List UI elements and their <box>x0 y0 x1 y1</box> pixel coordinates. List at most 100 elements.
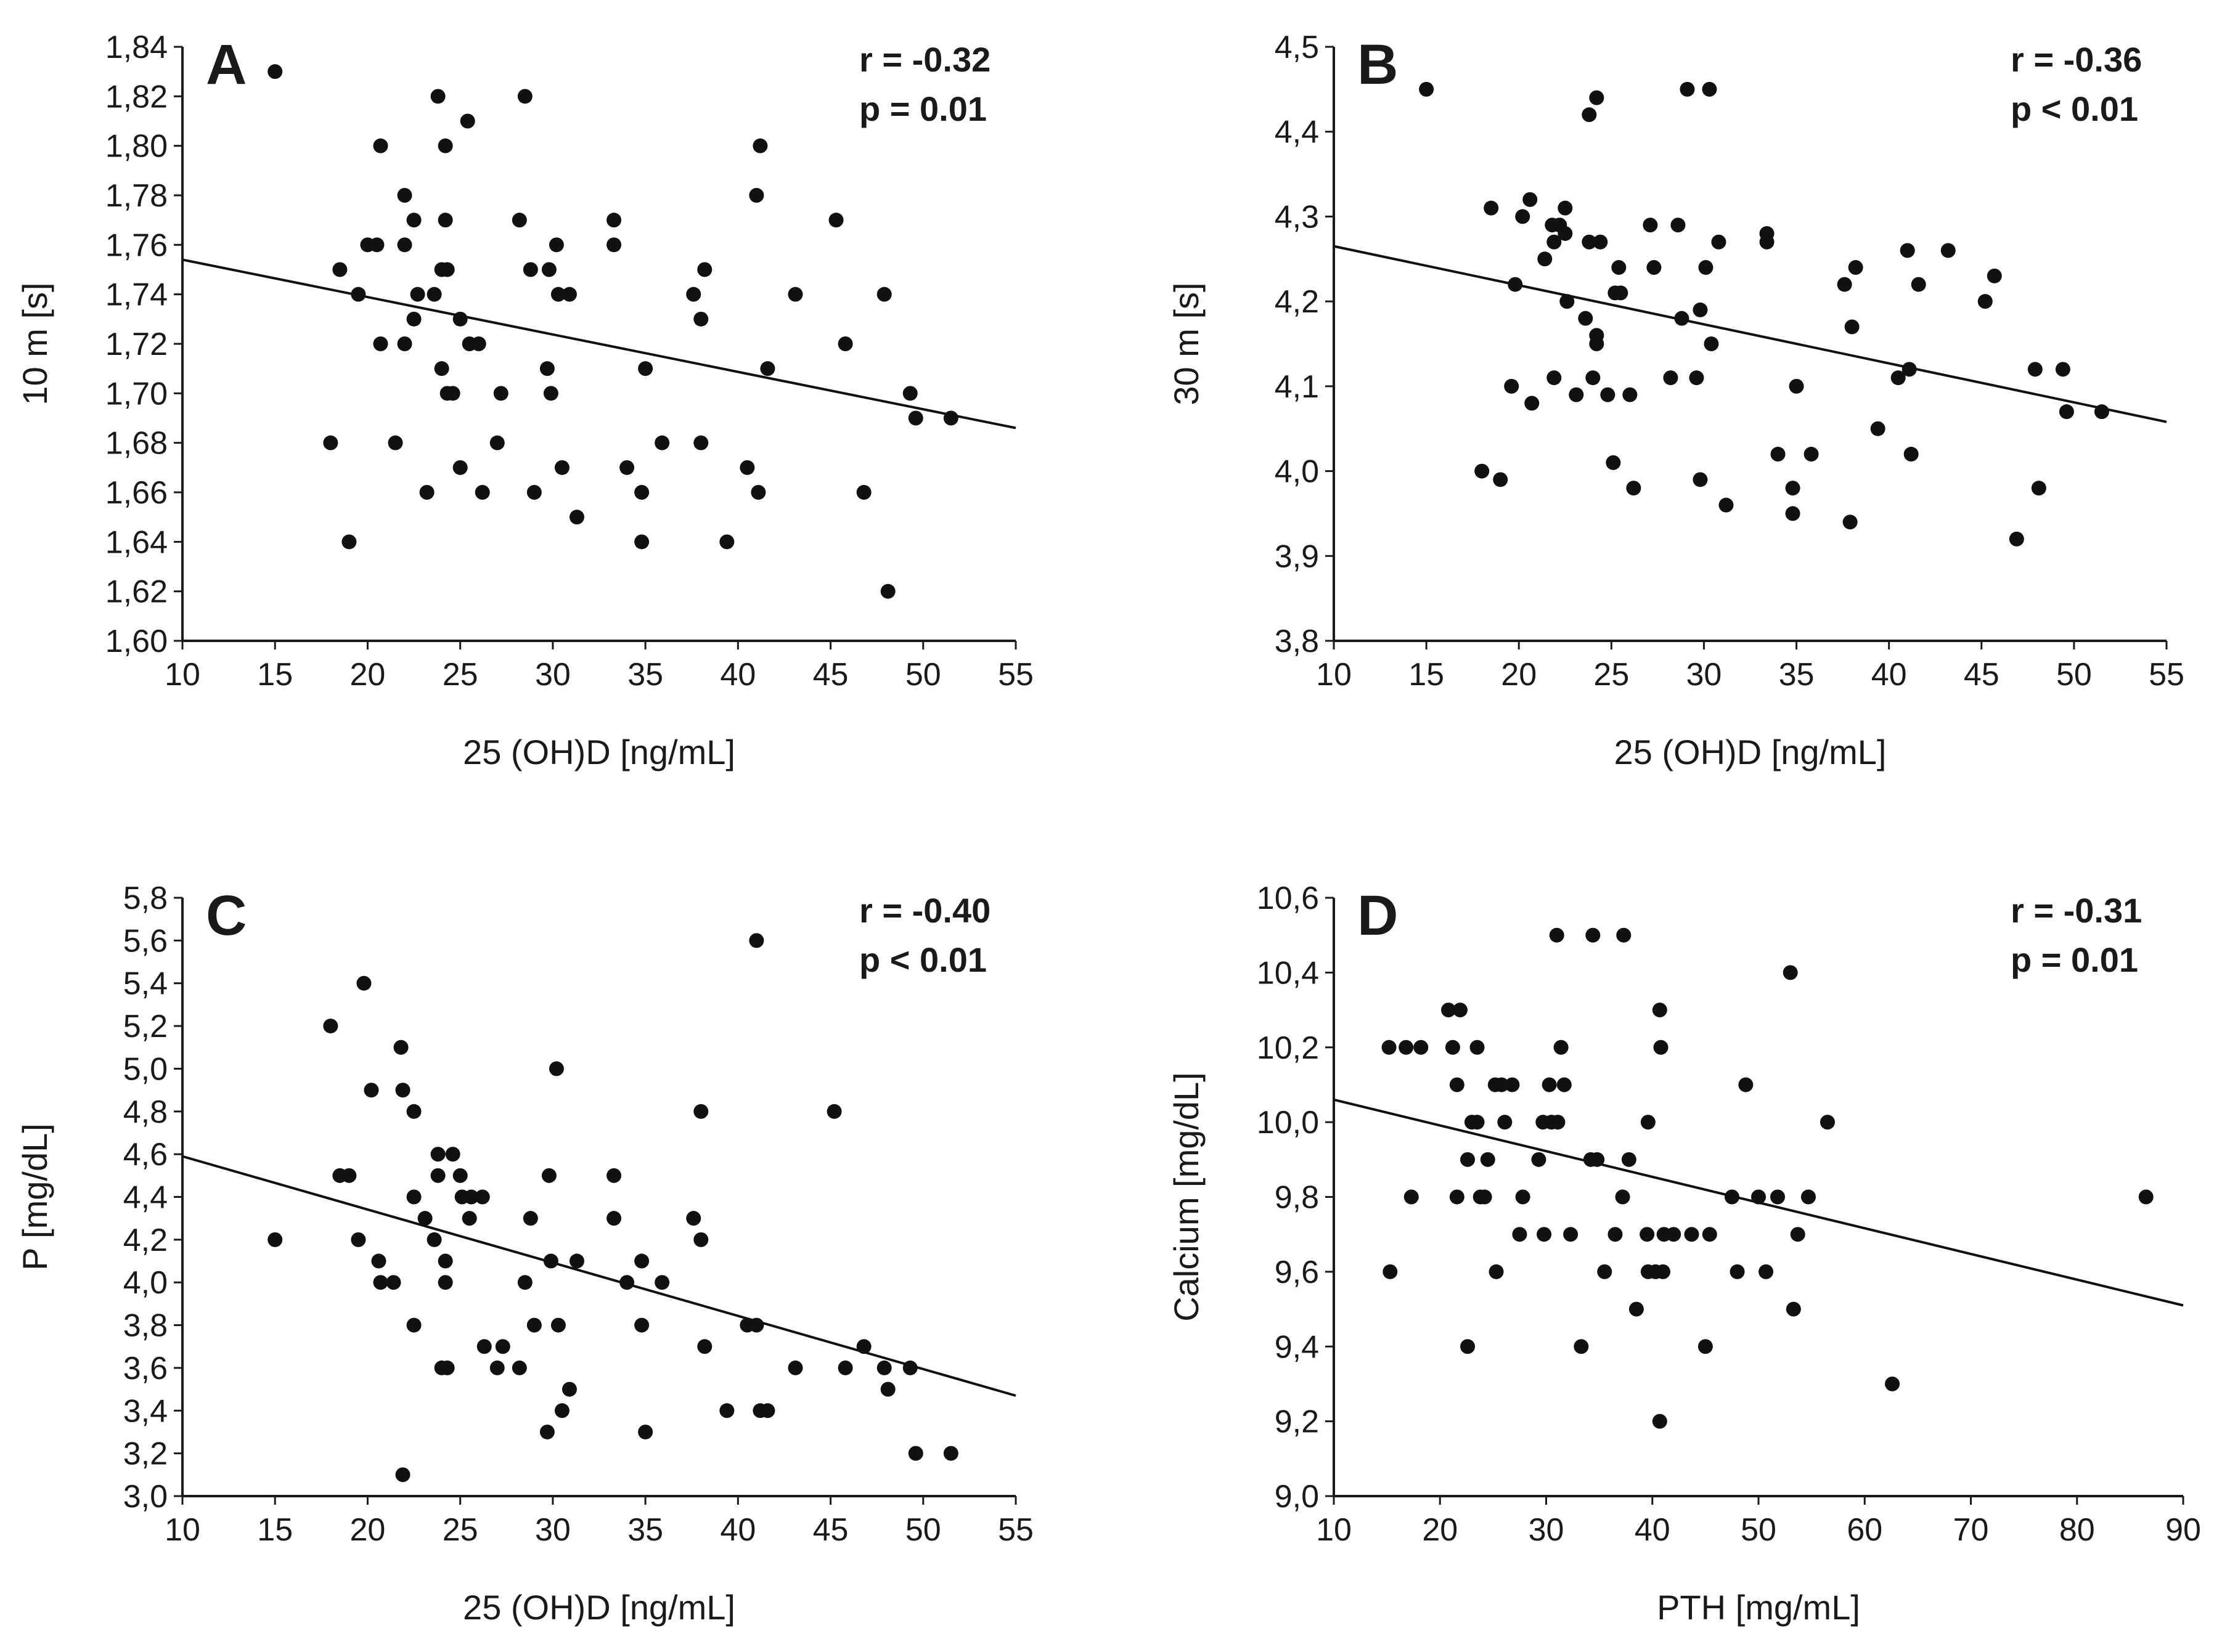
panel-c-data-point <box>356 975 372 991</box>
panel-d-data-point <box>1730 1264 1745 1279</box>
panel-c-data-point <box>943 1446 958 1461</box>
panel-d-data-point <box>1445 1040 1460 1055</box>
panel-b-data-point <box>1582 234 1597 250</box>
panel-a-y-tick-label: 1,60 <box>105 624 168 659</box>
panel-c: 3,0 3,2 3,4 3,6 3,8 4,0 4,2 4,4 4,6 4,8 5,0 5,2 5,4 5… <box>15 881 1034 1627</box>
panel-b-regression-line <box>1333 245 2167 423</box>
panel-c-x-tick-label: 35 <box>627 1512 663 1548</box>
panel-b-data-point <box>1803 447 1819 462</box>
panel-b-data-point <box>1670 218 1686 233</box>
panel-d-data-point <box>1738 1077 1754 1093</box>
panel-d-data-point <box>1628 1301 1644 1317</box>
panel-c-x-tick-label: 10 <box>165 1512 200 1548</box>
panel-d-data-point <box>1621 1152 1636 1167</box>
panel-d-data-point <box>1512 1227 1527 1242</box>
panel-b-data-point <box>1546 234 1562 250</box>
panel-d-data-point <box>1497 1115 1513 1130</box>
panel-a-data-point <box>460 113 475 129</box>
panel-b-x-tick-label: 10 <box>1316 657 1352 693</box>
panel-d-data-point <box>1885 1376 1900 1391</box>
panel-a-data-point <box>434 361 449 376</box>
panel-d-data-point <box>1477 1189 1492 1205</box>
panel-d-data-point <box>1549 927 1564 943</box>
panel-c-data-point <box>395 1467 411 1483</box>
panel-b-data-point <box>1504 378 1519 394</box>
panel-c-data-point <box>462 1211 477 1226</box>
panel-d-p-value: p = 0.01 <box>2011 940 2138 979</box>
panel-a-data-point <box>452 311 468 327</box>
panel-d-data-point <box>1413 1040 1429 1055</box>
panel-a-data-point <box>332 262 348 277</box>
panel-a-data-point <box>719 534 735 550</box>
panel-c-data-point <box>607 1168 622 1183</box>
panel-a-y-tick-label: 1,78 <box>105 178 168 214</box>
panel-a-x-tick-label: 45 <box>813 657 849 693</box>
panel-d-y-tick-label: 9,6 <box>1275 1255 1319 1290</box>
panel-c-y-tick-label: 4,6 <box>123 1137 168 1173</box>
panel-a-data-point <box>634 485 650 500</box>
panel-c-data-point <box>438 1275 453 1290</box>
panel-b-data-point <box>2055 362 2070 377</box>
panel-c-data-point <box>406 1317 422 1333</box>
panel-d-y-tick-label: 9,2 <box>1275 1404 1319 1440</box>
panel-a-y-tick-label: 1,66 <box>105 475 168 511</box>
panel-a-x-tick-label: 40 <box>720 657 756 693</box>
panel-b-x-tick-label: 50 <box>2056 657 2092 693</box>
panel-a-data-point <box>902 386 918 401</box>
panel-c-data-point <box>856 1339 872 1354</box>
panel-a-data-point <box>438 138 453 153</box>
panel-b-data-point <box>2031 481 2046 496</box>
panel-d-x-tick-label: 30 <box>1529 1512 1564 1548</box>
panel-d-data-point <box>1399 1040 1414 1055</box>
panel-c-data-point <box>495 1339 510 1354</box>
panel-c-y-tick-label: 5,6 <box>123 923 168 959</box>
panel-d-data-point <box>1469 1115 1485 1130</box>
panel-a-data-point <box>619 460 635 475</box>
panel-d-data-point <box>1655 1264 1670 1279</box>
panel-d-data-point <box>1469 1040 1485 1055</box>
panel-d-r-value: r = -0.31 <box>2011 891 2142 930</box>
panel-c-x-tick-label: 45 <box>813 1512 849 1548</box>
panel-d-data-point <box>1449 1077 1464 1093</box>
panel-d-data-point <box>1563 1227 1579 1242</box>
panel-a-data-point <box>427 287 442 302</box>
panel-b-data-point <box>1537 251 1553 267</box>
panel-d: 9,0 9,2 9,4 9,6 9,8 10,0 10,2 10,4 10,6 10 20 30 40 5… <box>1167 881 2201 1627</box>
panel-b-y-axis-label: 30 m [s] <box>1167 282 1206 405</box>
panel-c-y-tick-label: 5,4 <box>123 966 168 1002</box>
panel-d-data-point <box>1553 1040 1569 1055</box>
panel-a-y-tick-label: 1,84 <box>105 30 168 65</box>
panel-d-data-point <box>1653 1040 1669 1055</box>
panel-d-data-point <box>1381 1040 1397 1055</box>
panel-a-data-point <box>876 287 892 302</box>
panel-d-data-point <box>1542 1077 1557 1093</box>
panel-a-data-point <box>554 460 570 475</box>
panel-d-data-point <box>1800 1189 1816 1205</box>
panel-c-data-point <box>549 1061 564 1076</box>
panel-c-data-point <box>562 1381 577 1397</box>
panel-d-data-point <box>1615 1189 1630 1205</box>
panel-a-data-point <box>323 435 338 450</box>
panel-b-data-point <box>1593 234 1608 250</box>
panel-c-data-point <box>268 1232 283 1247</box>
panel-b-y-tick-label: 4,1 <box>1275 369 1319 405</box>
panel-b-y-tick-label: 4,5 <box>1275 30 1319 65</box>
panel-d-data-point <box>1452 1003 1468 1018</box>
panel-b-y-tick-label: 4,4 <box>1275 115 1319 150</box>
panel-a-r-value: r = -0.32 <box>859 40 991 79</box>
panel-c-y-tick-label: 3,4 <box>123 1393 168 1429</box>
panel-a-data-point <box>430 89 446 104</box>
panel-a-data-point <box>693 311 709 327</box>
panel-b-data-point <box>1559 294 1575 309</box>
panel-b-r-value: r = -0.36 <box>2011 40 2142 79</box>
panel-a-data-point <box>943 410 958 426</box>
panel-b-data-point <box>1702 81 1717 97</box>
panel-a-regression-line <box>182 258 1016 429</box>
panel-b-data-point <box>1474 463 1490 479</box>
panel-b-data-point <box>1759 234 1775 250</box>
panel-b-data-point <box>1578 311 1593 326</box>
panel-d-x-tick-label: 10 <box>1316 1512 1352 1548</box>
panel-a-x-tick-label: 35 <box>627 657 663 693</box>
panel-a-y-tick-label: 1,74 <box>105 277 168 313</box>
panel-b-data-point <box>1611 260 1627 275</box>
